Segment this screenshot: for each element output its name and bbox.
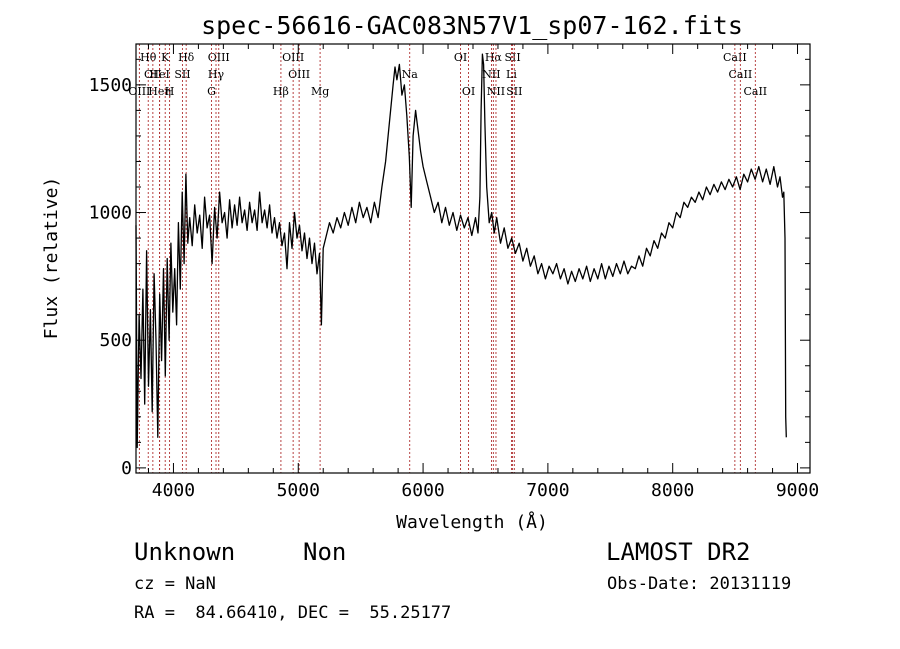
line-marker-label: NII bbox=[487, 85, 505, 98]
obs-date: Obs-Date: 20131119 bbox=[607, 574, 792, 594]
y-axis-label: Flux (relative) bbox=[41, 177, 62, 340]
line-marker-label: Li bbox=[506, 68, 517, 81]
line-marker-label: CaII bbox=[743, 85, 767, 98]
line-marker-label: G bbox=[207, 85, 216, 98]
tick-label: 4000 bbox=[152, 480, 195, 501]
line-marker-label: CaII bbox=[723, 51, 747, 64]
line-marker-label: H bbox=[165, 85, 175, 98]
tick-label: 1500 bbox=[89, 75, 132, 96]
survey-label: LAMOST DR2 bbox=[606, 538, 751, 566]
tick-label: 0 bbox=[121, 458, 132, 479]
line-marker-label: SII bbox=[174, 68, 190, 81]
line-marker-label: OIII bbox=[208, 51, 230, 64]
line-marker-label: OIII bbox=[128, 85, 150, 98]
tick-label: 7000 bbox=[526, 480, 569, 501]
line-marker-label: Hδ bbox=[178, 51, 195, 64]
tick-label: 500 bbox=[99, 330, 132, 351]
line-marker-label: Mg bbox=[311, 85, 329, 98]
line-marker-label: OI bbox=[462, 85, 475, 98]
line-marker-label: OI bbox=[454, 51, 467, 64]
line-marker-label: K bbox=[161, 51, 170, 64]
tick-label: 5000 bbox=[277, 480, 320, 501]
line-marker-label: Hβ bbox=[273, 85, 289, 98]
coordinates: RA = 84.66410, DEC = 55.25177 bbox=[134, 603, 452, 623]
plot-frame bbox=[135, 43, 811, 474]
cz-value: cz = NaN bbox=[134, 574, 216, 594]
class-label: Unknown bbox=[134, 538, 236, 566]
line-marker-label: Na bbox=[402, 68, 419, 81]
axis-ticks: 4000 5000 6000 7000 8000 9000 0 500 1000 1500 bbox=[89, 44, 819, 501]
line-marker-label: OII bbox=[144, 68, 162, 81]
line-marker-label: OIII bbox=[288, 68, 310, 81]
line-marker-label: Hγ bbox=[208, 68, 225, 81]
line-marker-label: NII bbox=[482, 68, 500, 81]
spectrum-line bbox=[135, 53, 787, 449]
line-marker-label: SII bbox=[506, 85, 522, 98]
line-marker-label: CaII bbox=[729, 68, 753, 81]
tick-label: 6000 bbox=[401, 480, 444, 501]
line-marker-label: SII bbox=[504, 51, 520, 64]
line-marker-label: Hα bbox=[485, 51, 503, 64]
line-marker-label: HeI bbox=[149, 68, 169, 81]
tick-label: 8000 bbox=[651, 480, 694, 501]
line-marker-label: Hθ bbox=[140, 51, 157, 64]
tick-label: 9000 bbox=[776, 480, 819, 501]
subclass-label: Non bbox=[303, 538, 347, 566]
tick-label: 1000 bbox=[89, 203, 132, 224]
chart-title: spec-56616-GAC083N57V1_sp07-162.fits bbox=[201, 11, 743, 40]
line-marker-label: OIII bbox=[282, 51, 304, 64]
x-axis-label: Wavelength (Å) bbox=[396, 511, 548, 533]
